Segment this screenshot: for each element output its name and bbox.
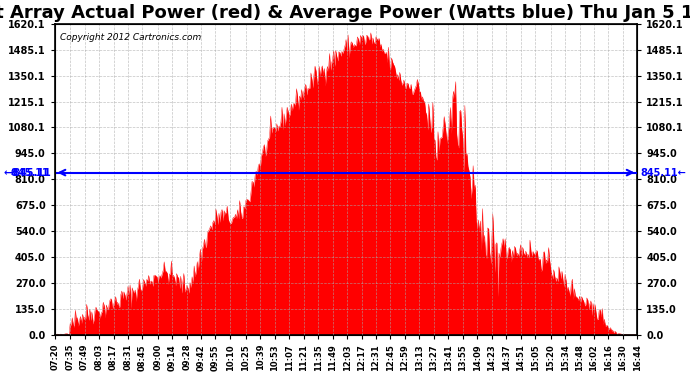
Title: West Array Actual Power (red) & Average Power (Watts blue) Thu Jan 5 16:48: West Array Actual Power (red) & Average …	[0, 4, 690, 22]
Text: 845.11←: 845.11←	[640, 168, 686, 178]
Text: ←845.11: ←845.11	[3, 168, 50, 178]
Text: Copyright 2012 Cartronics.com: Copyright 2012 Cartronics.com	[61, 33, 201, 42]
Text: →845.11: →845.11	[6, 168, 52, 178]
